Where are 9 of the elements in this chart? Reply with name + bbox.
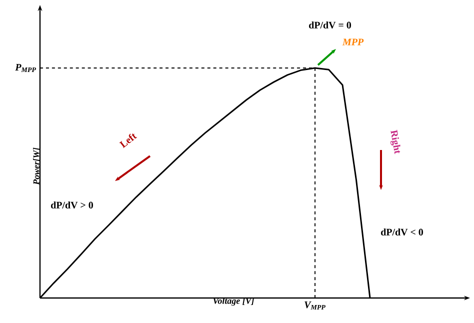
annotation: dP/dV > 0	[51, 201, 94, 209]
text: MPP	[342, 38, 364, 46]
y-axis-title: Power[W]	[33, 148, 40, 185]
text: Right	[390, 130, 400, 154]
annotation: P$_{MPP}$	[15, 64, 36, 72]
text: dP/dV < 0	[381, 228, 424, 236]
annotation: Left	[119, 134, 137, 148]
text: dP/dV = 0	[309, 21, 352, 29]
text: V$_{MPP}$	[304, 302, 326, 310]
